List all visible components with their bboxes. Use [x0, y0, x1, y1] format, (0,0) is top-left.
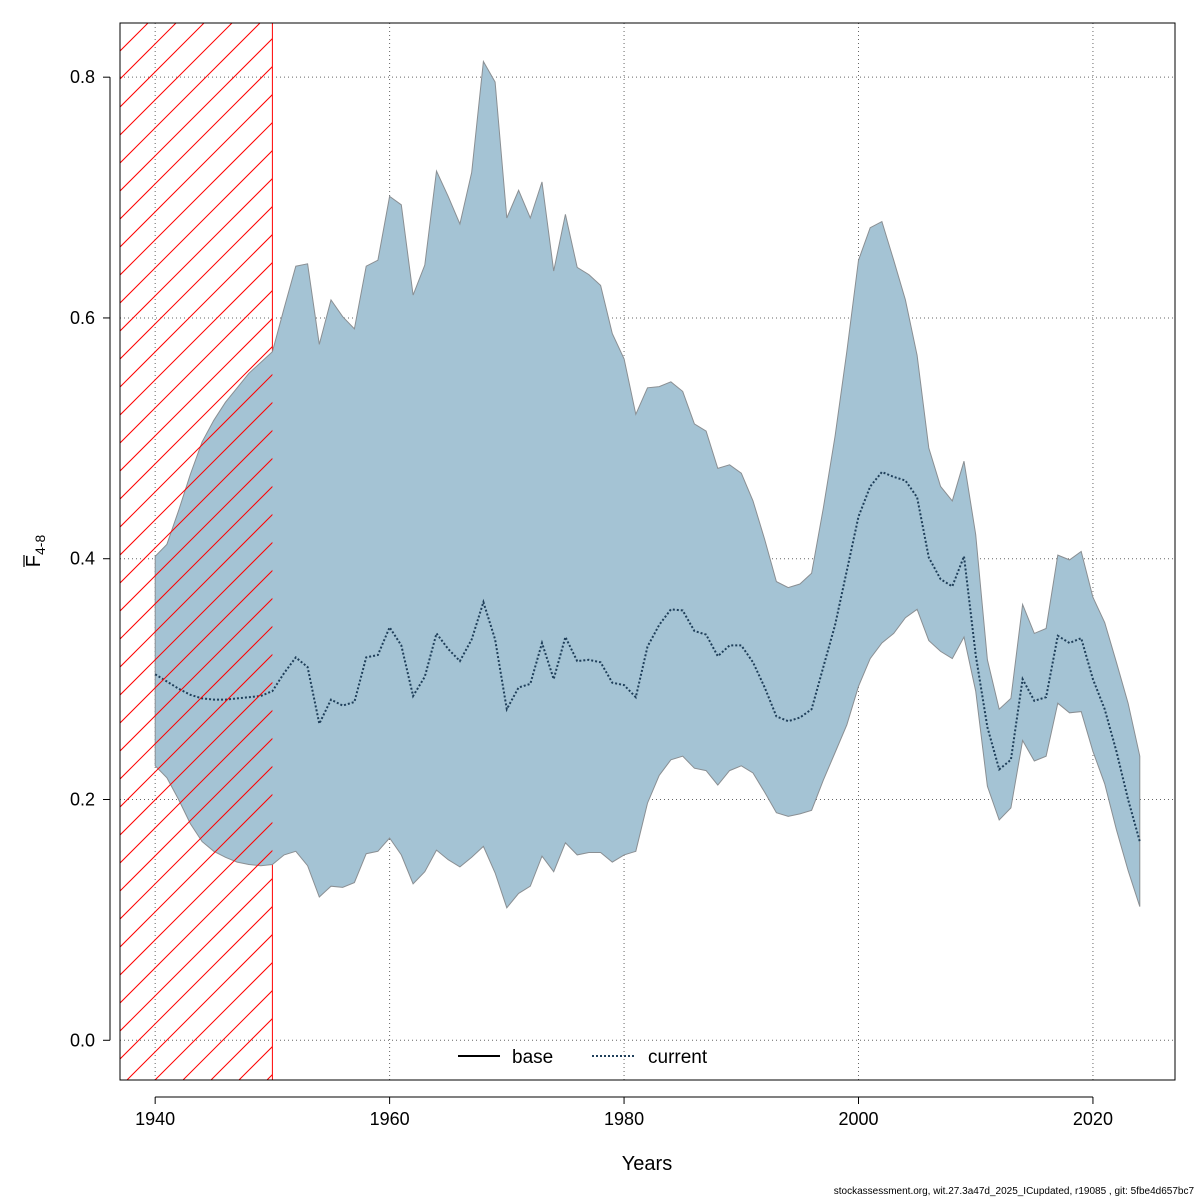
hatch-line-36	[120, 877, 273, 1032]
svg-text:F4-8: F4-8	[23, 535, 48, 568]
hatched-period-overlay	[120, 23, 273, 1080]
x-axis: 1940 1960 1980 2000 2020	[135, 1096, 1113, 1129]
hatch-line-19	[120, 401, 273, 556]
y-axis-title: F4-8	[23, 535, 48, 568]
confidence-band-area	[154, 59, 1141, 909]
hatch-line-20	[120, 429, 273, 584]
confidence-band	[154, 59, 1141, 909]
hatch-line-24	[120, 541, 273, 696]
series-lines	[154, 470, 1141, 842]
hatch-line-22	[120, 485, 273, 640]
y-tick-label-0: 0.0	[70, 1030, 95, 1050]
y-tick-label-1: 0.2	[70, 789, 95, 809]
x-tick-label-2: 1980	[604, 1109, 644, 1129]
hatch-lines	[120, 23, 273, 1080]
hatch-line-34	[120, 821, 273, 976]
y-axis-title-main: F	[23, 555, 45, 567]
x-axis-title: Years	[622, 1153, 672, 1175]
plot-frame	[119, 22, 1176, 1081]
hatch-line-7	[120, 65, 273, 220]
y-axis-title-subscript: 4-8	[32, 535, 48, 555]
y-tick-label-2: 0.4	[70, 549, 95, 569]
y-axis: 0.0 0.2 0.4 0.6 0.8	[70, 67, 111, 1050]
hatch-line-9	[120, 121, 273, 276]
x-tick-label-4: 2020	[1073, 1109, 1113, 1129]
footer-credit: stockassessment.org, wit.27.3a47d_2025_I…	[833, 1186, 1194, 1197]
hatch-line-21	[120, 457, 273, 612]
hatch-line-8	[120, 93, 273, 248]
series-line-current	[154, 470, 1141, 842]
y-tick-label-4: 0.8	[70, 67, 95, 87]
hatch-line-35	[120, 849, 273, 1004]
hatch-line-0	[120, 23, 121, 24]
hatch-line-33	[120, 793, 273, 948]
hatch-line-32	[120, 765, 273, 920]
hatch-line-10	[120, 149, 273, 304]
x-tick-label-0: 1940	[135, 1109, 175, 1129]
x-tick-label-1: 1960	[370, 1109, 410, 1129]
hatch-line-23	[120, 513, 273, 668]
legend: base current	[458, 1047, 708, 1068]
y-tick-label-3: 0.6	[70, 308, 95, 328]
legend-base-label: base	[512, 1047, 553, 1068]
x-tick-label-3: 2000	[838, 1109, 878, 1129]
hatch-line-11	[120, 177, 273, 332]
legend-current-label: current	[648, 1047, 708, 1068]
